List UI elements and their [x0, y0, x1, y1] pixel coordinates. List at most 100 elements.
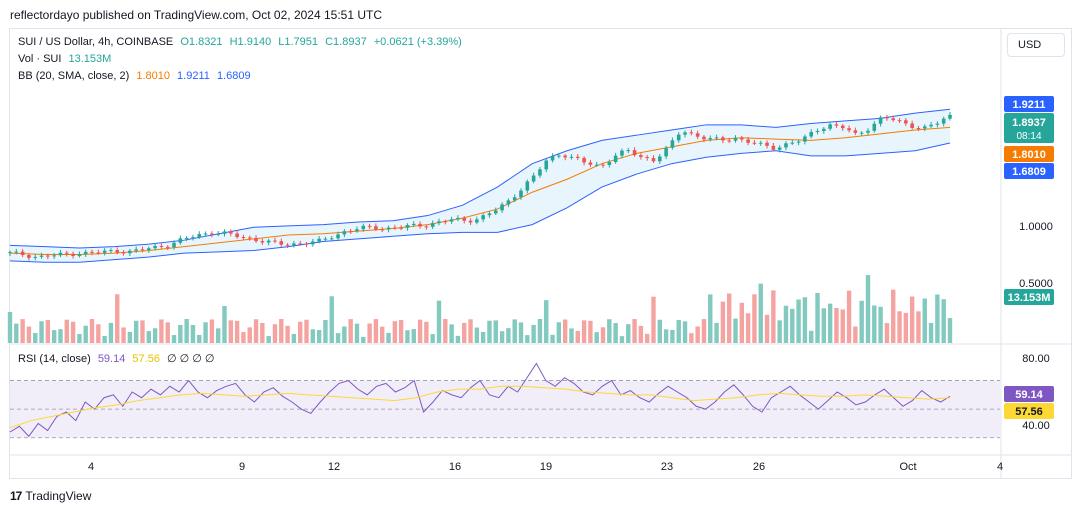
volume-bar [745, 313, 751, 343]
bb-basis-badge-bg [1004, 146, 1054, 162]
volume-bar [909, 296, 915, 343]
candle-body [323, 238, 328, 240]
candle-body [229, 231, 233, 234]
candle-body [216, 233, 220, 235]
candle-body [657, 156, 662, 162]
candle-body [109, 250, 113, 252]
volume-bar [121, 327, 126, 343]
volume-bar [417, 319, 423, 343]
volume-bar [802, 297, 808, 343]
candle-body [493, 210, 498, 214]
candle-body [153, 245, 157, 249]
bb-basis-line [9, 126, 951, 255]
candle-body [588, 162, 593, 165]
candle-body [840, 125, 845, 129]
volume-bar [310, 329, 316, 343]
candle-body [727, 140, 731, 142]
candle-body [872, 123, 877, 131]
candle-body [740, 137, 744, 140]
volume-bar [809, 330, 814, 343]
candle-body [456, 217, 460, 220]
volume-bar [935, 294, 940, 343]
volume-bar [26, 326, 32, 343]
candle-body [266, 240, 271, 243]
volume-bar [594, 332, 599, 343]
candle-body [544, 160, 549, 170]
x-tick-label: 4 [997, 461, 1003, 473]
volume-bar [752, 294, 757, 343]
close-value: C1.8937 [325, 36, 367, 48]
candle-body [771, 145, 776, 150]
volume-bar [197, 334, 202, 343]
volume-bar [525, 335, 530, 343]
volume-bar [367, 323, 372, 343]
currency-button[interactable]: USD [1007, 33, 1065, 57]
candle-body [58, 252, 63, 256]
volume-bar [897, 311, 902, 343]
volume-bar [569, 328, 574, 343]
bb-upper-badge: 1.9211 [1012, 99, 1045, 111]
bb-label: BB (20, SMA, close, 2) [18, 70, 130, 82]
volume-bar [329, 296, 334, 343]
candle-body [897, 120, 902, 122]
candle-body [210, 233, 214, 235]
volume-bar [361, 336, 366, 343]
candle-body [607, 162, 612, 166]
volume-bar [872, 305, 877, 343]
volume-bar [39, 321, 44, 343]
x-tick-label: 12 [328, 461, 340, 473]
candle-body [796, 141, 801, 143]
volume-bar [77, 334, 82, 343]
volume-bar [739, 302, 745, 343]
price-legend: SUI / US Dollar, 4h, COINBASE O1.8321 H1… [18, 36, 466, 48]
volume-bar [260, 322, 265, 343]
volume-bar [398, 320, 404, 343]
candle-body [620, 150, 624, 156]
rsi-ma-value: 57.56 [132, 353, 160, 365]
candle-body [538, 169, 542, 176]
volume-bar [550, 334, 555, 343]
candle-body [46, 255, 50, 257]
volume-bar [209, 319, 215, 343]
volume-bar [884, 323, 890, 343]
volume-bar [480, 331, 486, 343]
volume-bar [449, 324, 454, 343]
volume-bar [455, 335, 461, 343]
volume-bar [253, 319, 259, 343]
rsi-tick-label: 80.00 [1022, 353, 1050, 365]
volume-bar [64, 319, 69, 343]
volume-bar [928, 322, 934, 343]
candle-body [165, 246, 170, 248]
volume-legend: Vol · SUI 13.153M [18, 53, 115, 65]
volume-bar [152, 328, 158, 343]
candle-body [121, 252, 126, 254]
candle-body [481, 215, 485, 220]
candle-body [676, 134, 681, 141]
candle-body [714, 137, 719, 139]
volume-bar [411, 329, 416, 343]
candle-body [683, 132, 687, 135]
volume-bar [701, 319, 707, 343]
candle-body [569, 156, 574, 158]
candle-body [948, 114, 952, 119]
candle-body [39, 255, 44, 257]
candle-body [254, 237, 258, 242]
volume-bar [335, 333, 341, 343]
volume-bar [14, 323, 19, 343]
candle-body [203, 233, 208, 235]
candle-body [64, 252, 69, 254]
candle-body [803, 136, 807, 142]
volume-bar [512, 319, 517, 343]
volume-bar [632, 319, 637, 343]
volume-bar [58, 329, 63, 343]
volume-bar [304, 319, 309, 343]
footer: 17 TradingView [10, 489, 91, 503]
volume-bar [487, 320, 492, 343]
volume-bar [7, 312, 13, 343]
volume-bar [821, 308, 827, 343]
candle-body [626, 150, 631, 152]
candle-body [834, 124, 839, 126]
candle-body [247, 237, 252, 239]
candle-body [191, 237, 195, 239]
